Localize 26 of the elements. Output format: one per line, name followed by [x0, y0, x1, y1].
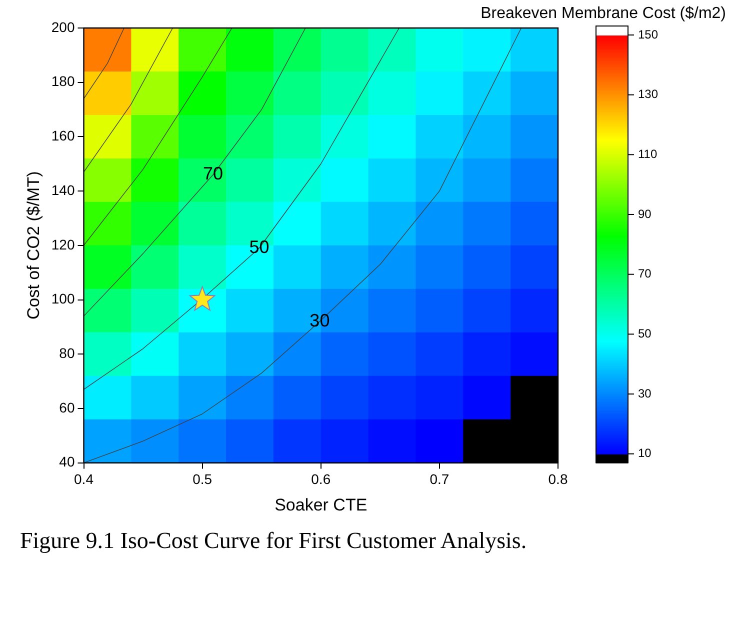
y-tick-label: 180: [51, 73, 75, 90]
y-tick-label: 80: [59, 344, 75, 361]
y-tick-label: 60: [59, 399, 75, 416]
x-tick-label: 0.8: [548, 471, 568, 488]
color-bar-label: 150: [638, 27, 658, 42]
color-bar-label: 110: [638, 146, 658, 161]
color-bar-label: 10: [638, 446, 652, 460]
x-tick-label: 0.4: [74, 471, 94, 488]
caption: Figure 9.1 Iso-Cost Curve for First Customer Analysis.: [20, 528, 527, 554]
color-bar-label: 90: [638, 206, 652, 221]
y-axis-title: Cost of CO2 ($/MT): [24, 171, 43, 320]
x-tick-label: 0.5: [192, 471, 212, 488]
color-bar-label: 30: [638, 386, 652, 400]
y-tick-label: 100: [51, 290, 75, 307]
y-tick-label: 140: [51, 182, 75, 198]
y-tick-label: 200: [51, 18, 75, 35]
y-tick-label: 160: [51, 128, 75, 144]
x-tick-label: 0.7: [430, 471, 450, 488]
color-bar-label: 70: [638, 266, 652, 281]
y-tick-label: 40: [59, 454, 75, 470]
x-tick-label: 0.6: [311, 471, 331, 488]
x-axis-title: Soaker CTE: [274, 495, 368, 514]
y-tick-label: 120: [51, 236, 75, 252]
color-bar-label: 50: [638, 326, 652, 340]
color-bar-label: 130: [638, 87, 658, 102]
color-bar-title: Breakeven Membrane Cost ($/m2): [480, 5, 726, 22]
